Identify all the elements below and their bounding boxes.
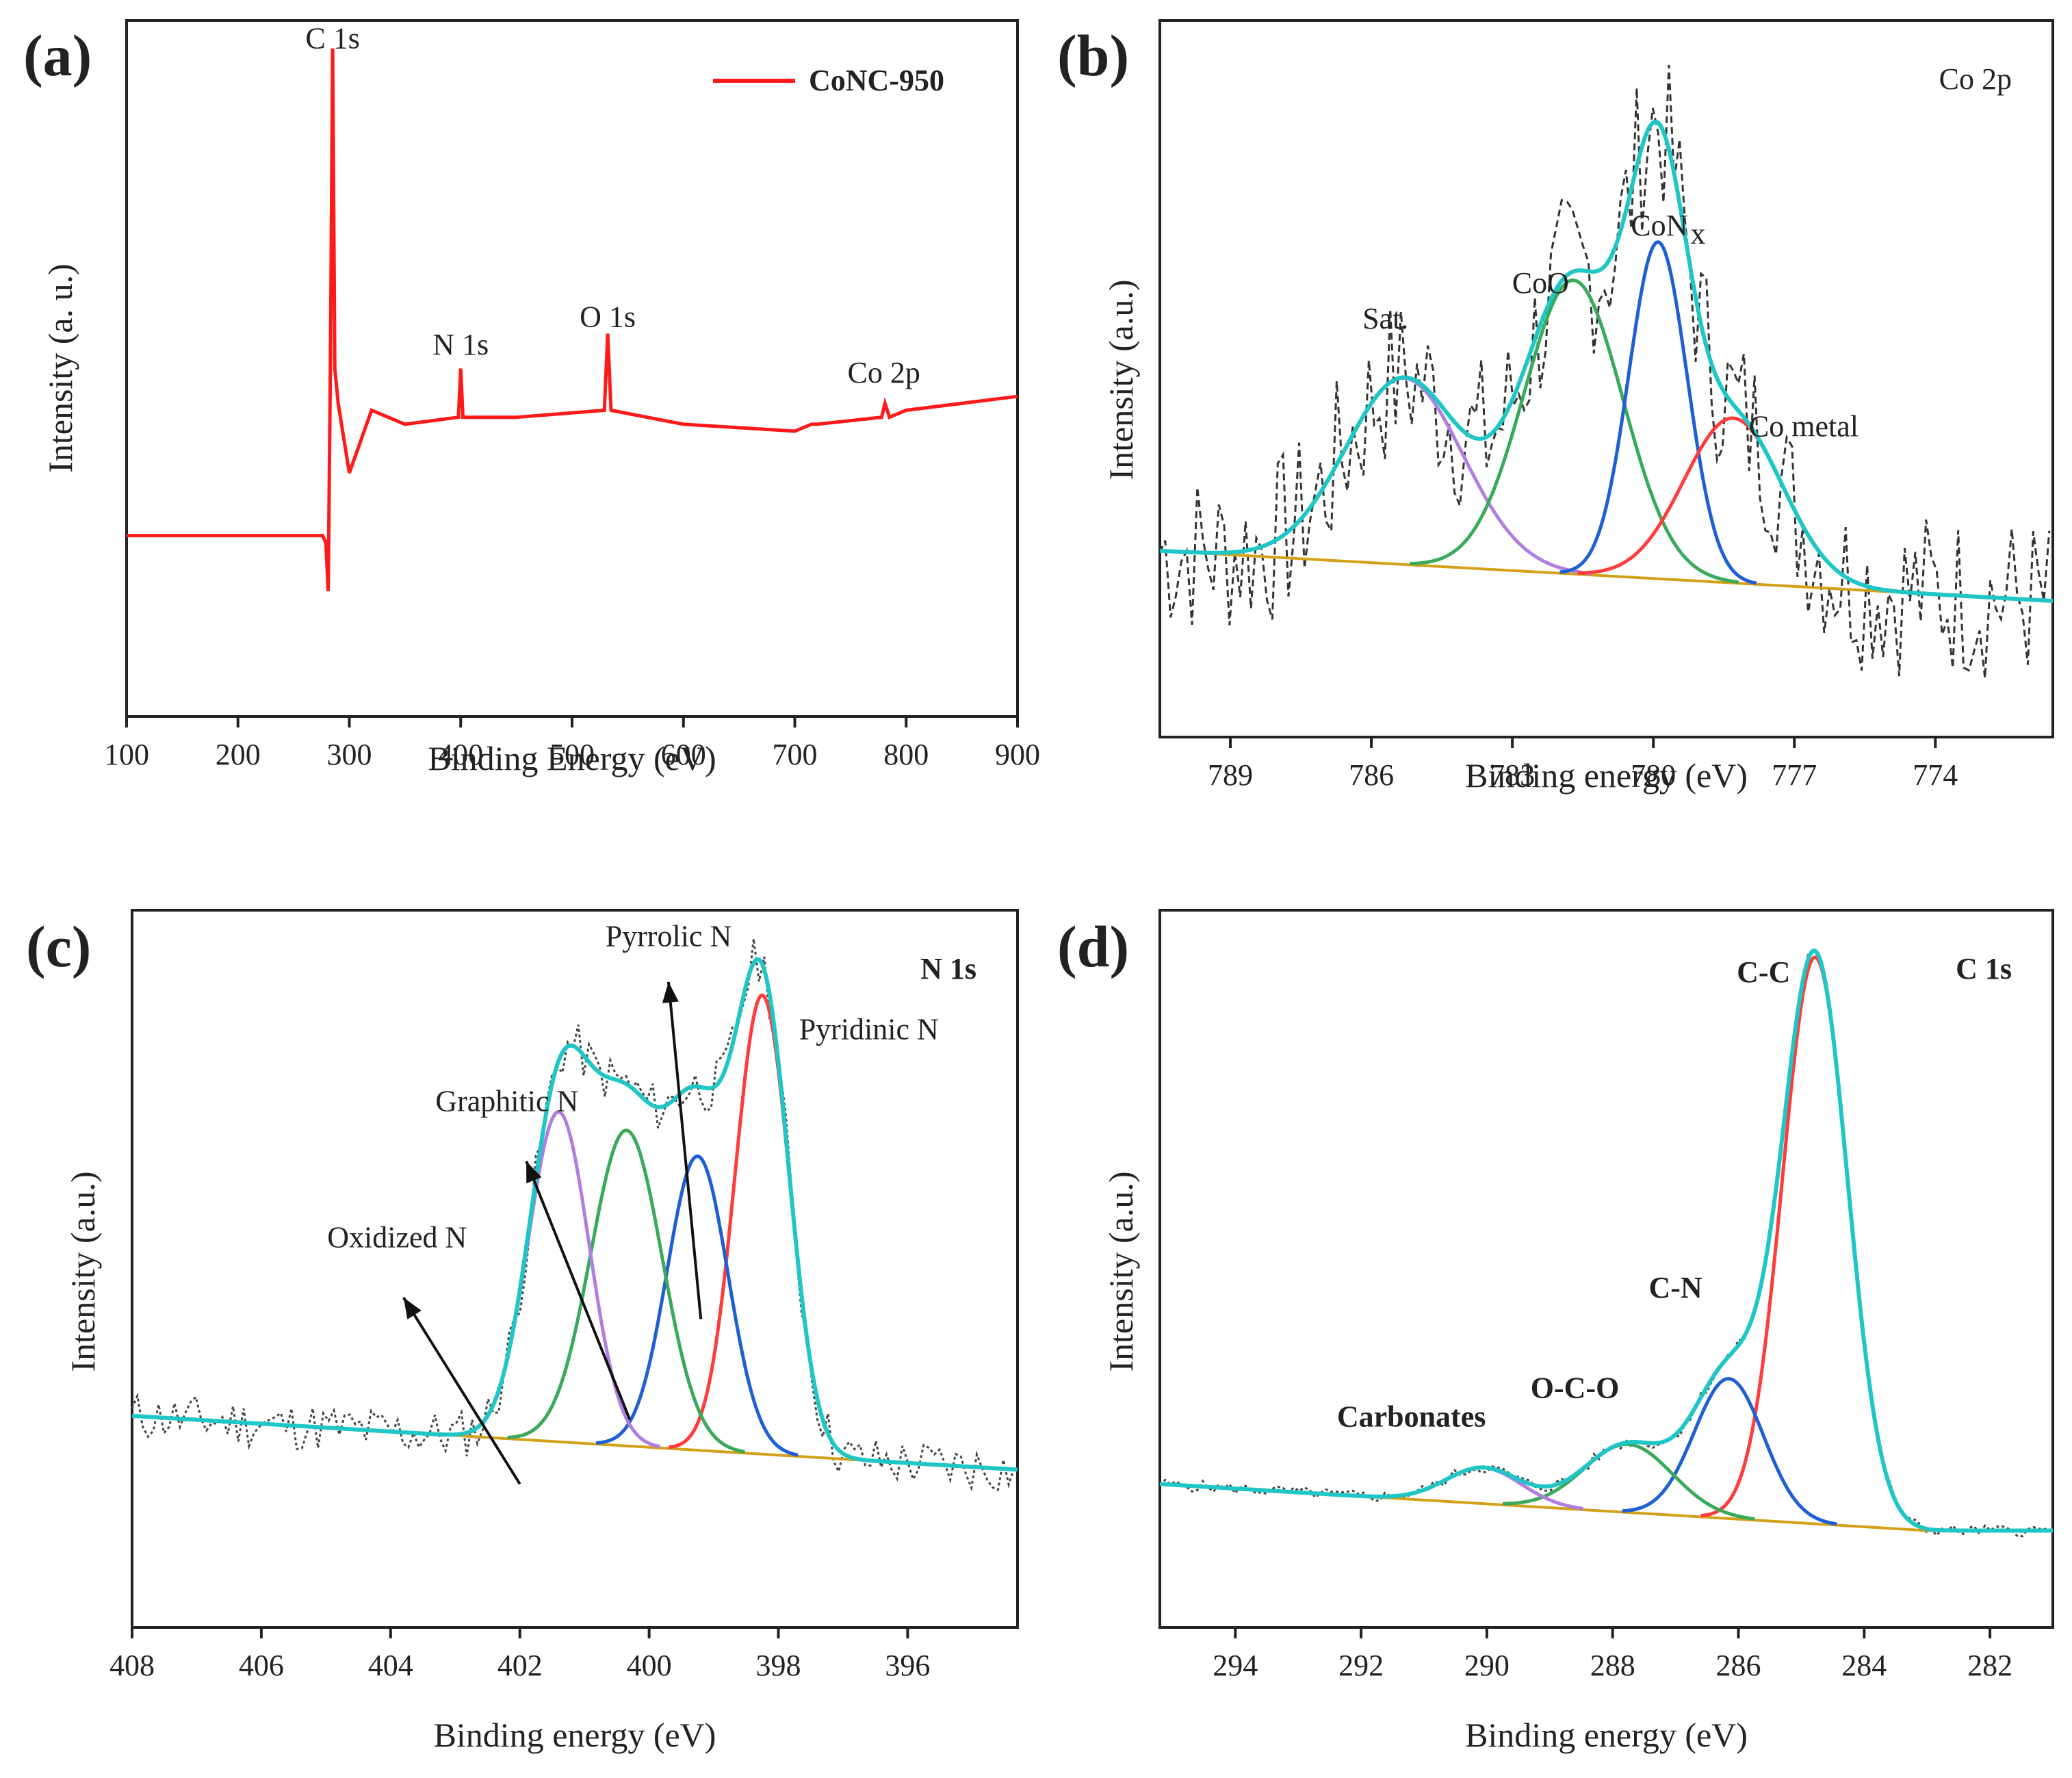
- peak-annotation: CoO: [1512, 266, 1569, 300]
- annotation-arrow-head: [526, 1161, 542, 1184]
- annotation-arrow-line: [666, 981, 703, 1319]
- y-axis-label: Intensity (a.u.): [1102, 1172, 1140, 1372]
- x-tick-label: 774: [1913, 758, 1958, 792]
- x-tick-label: 284: [1841, 1649, 1887, 1682]
- x-axis-label: Binding energy (eV): [1465, 1716, 1748, 1754]
- x-tick-label: 286: [1715, 1649, 1761, 1682]
- peak-annotation: O-C-O: [1531, 1371, 1620, 1405]
- x-tick-label: 288: [1590, 1649, 1635, 1682]
- peak-co-metal: [1577, 416, 1889, 593]
- x-tick-label: 400: [627, 1649, 672, 1682]
- peak-annotation: Oxidized N: [327, 1221, 467, 1254]
- peak-pyridinic-n: [668, 993, 857, 1460]
- panel-title: C 1s: [1956, 952, 2012, 985]
- peak-c-c: [1700, 955, 1930, 1532]
- peak-annotation: C 1s: [305, 22, 359, 55]
- peak-sat-: [1217, 376, 1592, 576]
- peak-annotation: O 1s: [580, 300, 636, 333]
- peak-graphitic-n: [507, 1129, 745, 1454]
- raw-data-line: [131, 938, 1015, 1492]
- peak-annotation: Co 2p: [848, 356, 920, 389]
- peak-annotation-subscript: x: [1690, 217, 1705, 250]
- panel-title: Co 2p: [1939, 62, 2012, 96]
- panel-label: (a): [23, 23, 92, 88]
- annotation-arrow-line: [402, 1296, 521, 1485]
- x-tick-label: 786: [1349, 758, 1394, 792]
- x-tick-label: 396: [885, 1649, 930, 1682]
- peak-annotation: C-C: [1737, 955, 1790, 989]
- x-tick-label: 200: [216, 738, 261, 771]
- panel-3: 408 406 404 402 400 398 396 Binding energy (eV)…: [26, 909, 1019, 1754]
- annotation-arrow-head: [403, 1297, 422, 1319]
- x-tick-label: 800: [883, 738, 929, 771]
- peak-annotation: C-N: [1648, 1271, 1702, 1304]
- x-tick-label: 700: [773, 738, 818, 771]
- legend-label: CoNC-950: [809, 64, 944, 97]
- y-axis-label: Intensity (a.u.): [64, 1172, 102, 1372]
- raw-data-line: [1158, 64, 2051, 678]
- peak-annotation: Pyrrolic N: [606, 919, 732, 953]
- x-tick-label: 292: [1338, 1649, 1384, 1682]
- series-line-conc-950: [127, 48, 1018, 592]
- plot-frame: [1158, 19, 2054, 738]
- x-tick-label: 400: [438, 738, 483, 771]
- x-tick-label: 789: [1208, 758, 1253, 792]
- x-axis-label: Binding energy (eV): [1465, 756, 1748, 795]
- x-axis-label: Binding Energy (eV): [428, 739, 716, 777]
- y-axis-label: Intensity (a.u.): [1102, 280, 1140, 480]
- x-tick-label: 783: [1490, 758, 1535, 792]
- peak-c-n: [1622, 1377, 1837, 1526]
- x-tick-label: 780: [1631, 758, 1676, 792]
- x-tick-label: 290: [1464, 1649, 1510, 1682]
- panel-label: (b): [1057, 23, 1129, 88]
- envelope-line: [1159, 120, 2054, 604]
- peak-annotation: Graphitic N: [435, 1084, 578, 1118]
- peak-annotation: Carbonates: [1337, 1400, 1486, 1434]
- plot-frame: [131, 909, 1019, 1629]
- panel-label: (d): [1057, 914, 1129, 979]
- x-tick-label: 900: [995, 738, 1040, 771]
- x-tick-label: 404: [368, 1649, 413, 1682]
- peak-annotation: CoN: [1631, 209, 1687, 242]
- x-tick-label: 406: [239, 1649, 284, 1682]
- peak-coo: [1410, 278, 1739, 584]
- x-tick-label: 294: [1213, 1649, 1258, 1682]
- panel-1: 100 200 300 400 500 600 700 800 900 Binding Energ…: [23, 19, 1040, 777]
- x-tick-label: 408: [109, 1649, 155, 1682]
- y-axis-label: Intensity (a. u.): [41, 263, 79, 472]
- panel-4: 294 292 290 288 286 284 282 Binding energy (eV)…: [1057, 909, 2054, 1754]
- panel-2: 789 786 783 780 777 774 Binding energy (eV) Int…: [1057, 19, 2054, 795]
- x-tick-label: 300: [327, 738, 372, 771]
- x-tick-label: 282: [1967, 1649, 2012, 1682]
- panel-title: N 1s: [920, 952, 976, 985]
- panel-label: (c): [26, 914, 91, 979]
- annotation-arrow-line: [525, 1161, 632, 1420]
- x-axis-label: Binding energy (eV): [434, 1716, 716, 1754]
- peak-conx: [1559, 240, 1757, 585]
- plot-frame: [1158, 909, 2054, 1629]
- peak-annotation: N 1s: [432, 328, 489, 361]
- x-tick-label: 600: [661, 738, 706, 771]
- envelope-line: [1159, 949, 2053, 1533]
- x-tick-label: 100: [104, 738, 149, 771]
- x-tick-label: 402: [497, 1649, 543, 1682]
- peak-annotation: Co metal: [1749, 409, 1859, 443]
- x-tick-label: 398: [756, 1649, 801, 1682]
- annotation-arrow-head: [662, 981, 679, 1003]
- raw-data-line: [1158, 948, 2049, 1538]
- peak-annotation: Sat.: [1362, 302, 1408, 335]
- x-tick-label: 777: [1772, 758, 1817, 792]
- envelope-line: [131, 957, 1018, 1472]
- peak-annotation: Pyridinic N: [799, 1013, 939, 1046]
- x-tick-label: 500: [549, 738, 595, 771]
